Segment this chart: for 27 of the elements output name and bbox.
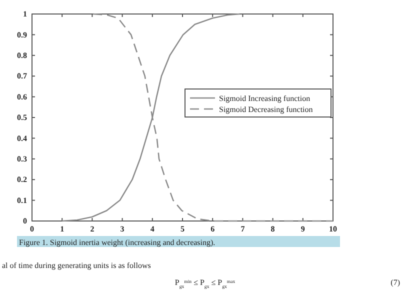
x-tick-label: 0 — [30, 224, 34, 234]
y-tick-label: 1 — [23, 10, 27, 19]
y-tick-label: 0 — [23, 216, 27, 226]
y-tick-label: 0.9 — [17, 30, 27, 40]
text: (7) — [390, 278, 400, 287]
caption: Figure 1. Sigmoid inertia weight (increasing and decreasing). — [19, 238, 216, 247]
x-tick-label: 9 — [300, 224, 305, 234]
y-tick-label: 0.1 — [17, 196, 27, 205]
y-tick-label: 0.7 — [17, 72, 27, 81]
y-tick-label: 0.8 — [17, 50, 27, 60]
text: al of time during generating units is as follows — [2, 261, 151, 270]
y-tick-label: 0.5 — [17, 113, 27, 122]
y-tick-label: 0.3 — [17, 154, 27, 164]
y-tick-label: 0.4 — [17, 134, 27, 143]
legend-label: Sigmoid Increasing function — [219, 94, 310, 103]
x-tick-label: 4 — [150, 224, 154, 234]
x-tick-label: 2 — [90, 224, 94, 234]
legend-label: Sigmoid Decreasing function — [219, 105, 313, 114]
y-tick-label: 0.2 — [17, 175, 27, 184]
x-tick-label: 3 — [120, 224, 124, 234]
x-tick-label: 8 — [270, 224, 275, 234]
x-tick-label: 1 — [60, 224, 64, 234]
x-tick-label: 5 — [180, 224, 184, 234]
x-tick-label: 6 — [210, 224, 215, 234]
x-tick-label: 10 — [329, 224, 337, 234]
y-tick-label: 0.6 — [17, 92, 27, 102]
x-tick-label: 7 — [240, 224, 245, 234]
